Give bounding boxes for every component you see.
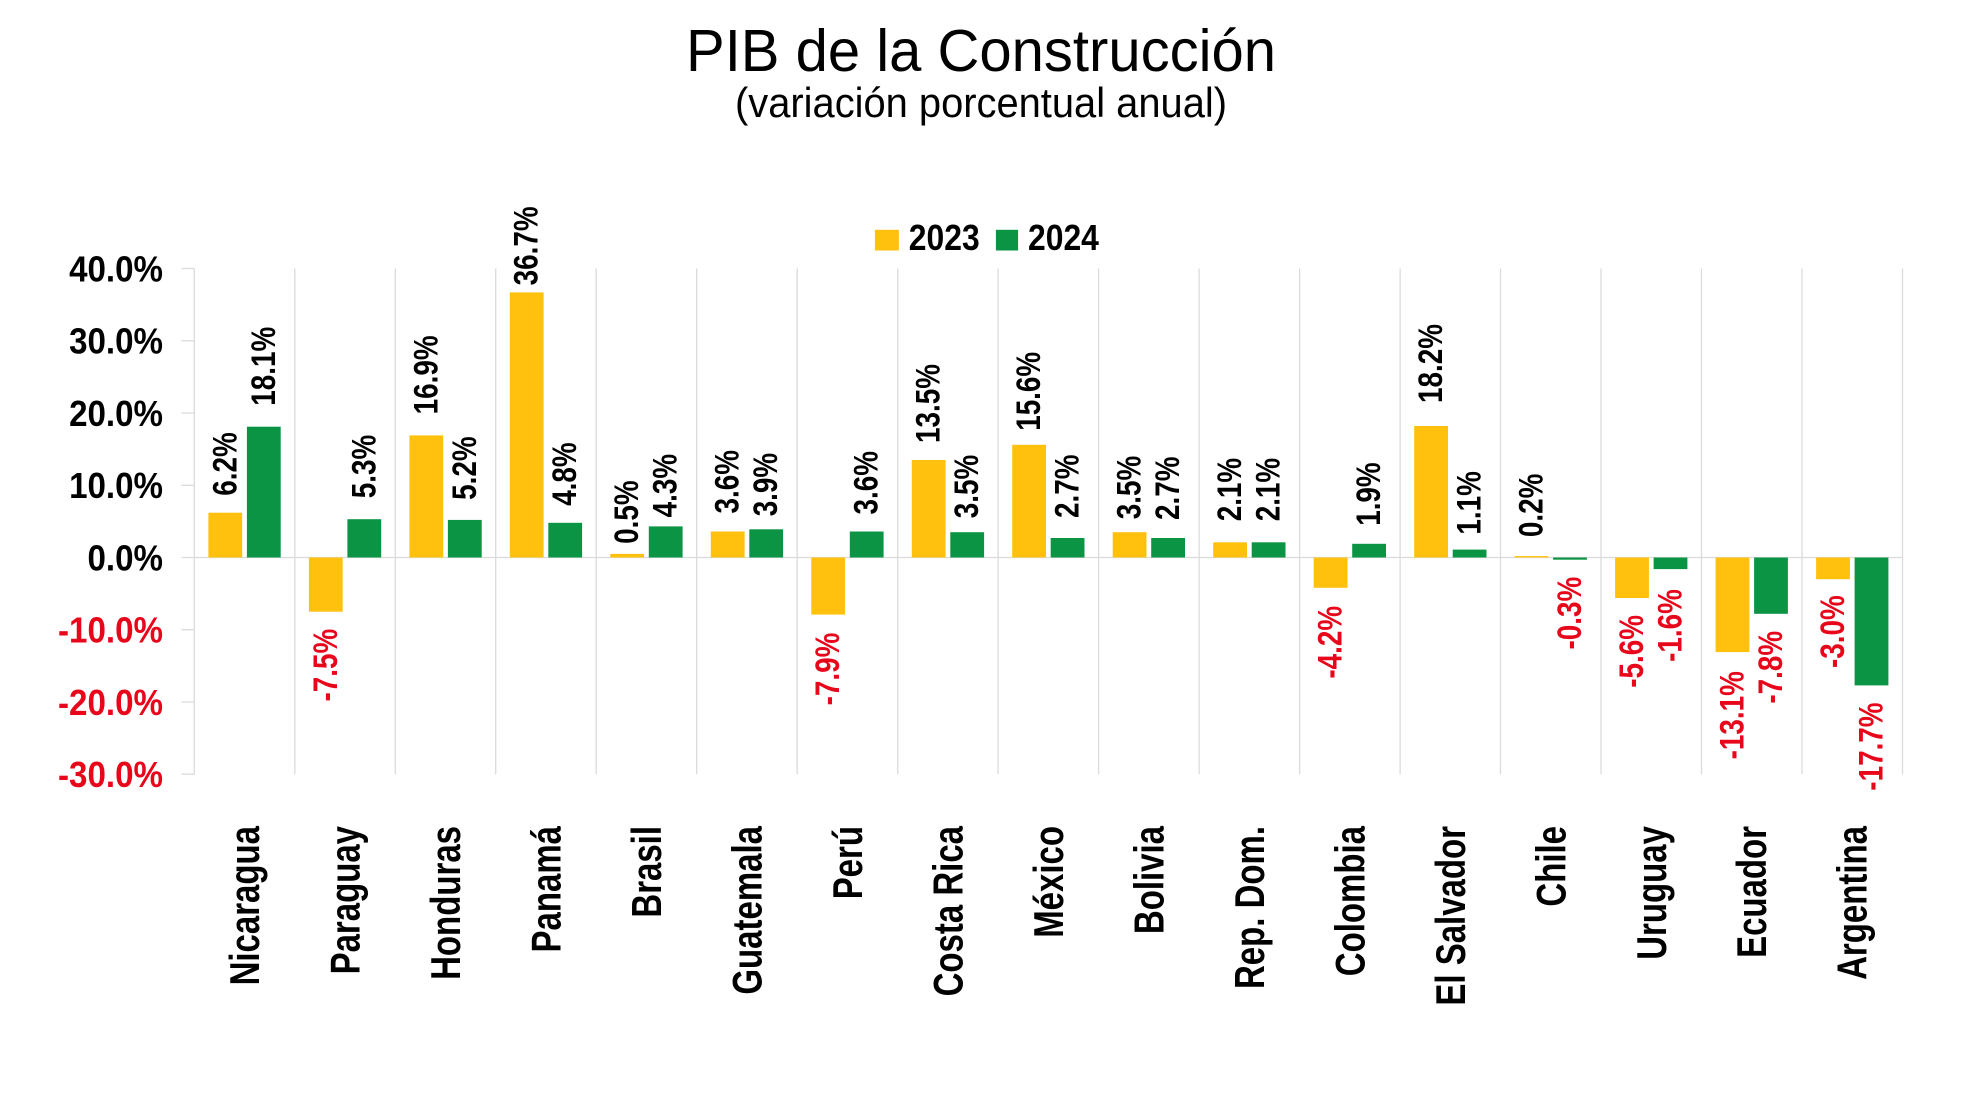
svg-text:Chile: Chile bbox=[1527, 826, 1574, 907]
svg-text:Rep. Dom.: Rep. Dom. bbox=[1226, 826, 1273, 989]
svg-text:-10.0%: -10.0% bbox=[58, 610, 163, 651]
svg-text:0.5%: 0.5% bbox=[608, 480, 646, 544]
svg-text:PIB de la Construcción: PIB de la Construcción bbox=[686, 18, 1276, 84]
svg-text:Uruguay: Uruguay bbox=[1628, 825, 1675, 959]
svg-text:Ecuador: Ecuador bbox=[1728, 826, 1775, 958]
svg-text:4.3%: 4.3% bbox=[647, 454, 685, 518]
svg-text:18.1%: 18.1% bbox=[245, 327, 283, 406]
svg-text:-17.7%: -17.7% bbox=[1853, 702, 1891, 790]
svg-text:3.6%: 3.6% bbox=[848, 451, 886, 515]
svg-text:5.3%: 5.3% bbox=[345, 435, 383, 499]
svg-text:0.0%: 0.0% bbox=[88, 537, 164, 578]
svg-text:-30.0%: -30.0% bbox=[58, 754, 163, 795]
svg-text:13.5%: 13.5% bbox=[910, 364, 948, 443]
svg-text:6.2%: 6.2% bbox=[206, 432, 244, 496]
svg-text:1.9%: 1.9% bbox=[1350, 462, 1388, 526]
svg-text:3.9%: 3.9% bbox=[747, 453, 785, 517]
svg-text:Argentina: Argentina bbox=[1829, 825, 1876, 979]
svg-text:-7.9%: -7.9% bbox=[809, 633, 847, 706]
svg-text:Honduras: Honduras bbox=[422, 826, 469, 980]
svg-text:15.6%: 15.6% bbox=[1010, 352, 1048, 431]
svg-text:1.1%: 1.1% bbox=[1451, 471, 1489, 535]
svg-text:Guatemala: Guatemala bbox=[723, 826, 770, 995]
svg-text:México: México bbox=[1025, 826, 1072, 938]
svg-text:-20.0%: -20.0% bbox=[58, 682, 163, 723]
svg-text:0.2%: 0.2% bbox=[1513, 474, 1551, 538]
svg-text:Colombia: Colombia bbox=[1326, 826, 1373, 977]
svg-text:10.0%: 10.0% bbox=[69, 465, 163, 506]
svg-text:-4.2%: -4.2% bbox=[1312, 606, 1350, 679]
svg-text:5.2%: 5.2% bbox=[446, 436, 484, 500]
svg-text:Paraguay: Paraguay bbox=[322, 826, 369, 975]
svg-text:Panamá: Panamá bbox=[523, 826, 570, 953]
svg-text:2.1%: 2.1% bbox=[1250, 458, 1288, 522]
svg-text:3.5%: 3.5% bbox=[948, 455, 986, 518]
svg-text:(variación porcentual anual): (variación porcentual anual) bbox=[735, 79, 1227, 126]
svg-text:3.6%: 3.6% bbox=[709, 450, 747, 514]
svg-text:2023: 2023 bbox=[909, 217, 980, 258]
svg-text:2.7%: 2.7% bbox=[1049, 455, 1087, 519]
svg-text:El Salvador: El Salvador bbox=[1427, 826, 1474, 1006]
svg-text:2.1%: 2.1% bbox=[1211, 458, 1249, 522]
svg-text:2.7%: 2.7% bbox=[1149, 457, 1187, 521]
svg-text:-0.3%: -0.3% bbox=[1551, 577, 1589, 650]
svg-text:36.7%: 36.7% bbox=[508, 206, 546, 285]
svg-text:40.0%: 40.0% bbox=[69, 248, 163, 289]
svg-text:-7.5%: -7.5% bbox=[307, 629, 345, 702]
svg-text:-13.1%: -13.1% bbox=[1714, 671, 1752, 759]
svg-text:4.8%: 4.8% bbox=[546, 442, 584, 506]
svg-text:20.0%: 20.0% bbox=[69, 393, 163, 434]
svg-text:2024: 2024 bbox=[1028, 217, 1099, 258]
svg-text:Perú: Perú bbox=[824, 826, 871, 899]
svg-text:Brasil: Brasil bbox=[623, 826, 670, 918]
svg-text:-5.6%: -5.6% bbox=[1613, 615, 1651, 688]
svg-text:-1.6%: -1.6% bbox=[1652, 589, 1690, 662]
svg-text:-3.0%: -3.0% bbox=[1814, 595, 1852, 668]
svg-text:18.2%: 18.2% bbox=[1412, 324, 1450, 403]
svg-text:Bolivia: Bolivia bbox=[1125, 826, 1172, 935]
svg-text:16.9%: 16.9% bbox=[407, 335, 445, 414]
svg-text:Costa Rica: Costa Rica bbox=[924, 825, 971, 996]
svg-text:Nicaragua: Nicaragua bbox=[221, 826, 268, 986]
svg-text:30.0%: 30.0% bbox=[69, 321, 163, 362]
svg-text:-7.8%: -7.8% bbox=[1752, 631, 1790, 704]
svg-text:3.5%: 3.5% bbox=[1111, 456, 1149, 520]
